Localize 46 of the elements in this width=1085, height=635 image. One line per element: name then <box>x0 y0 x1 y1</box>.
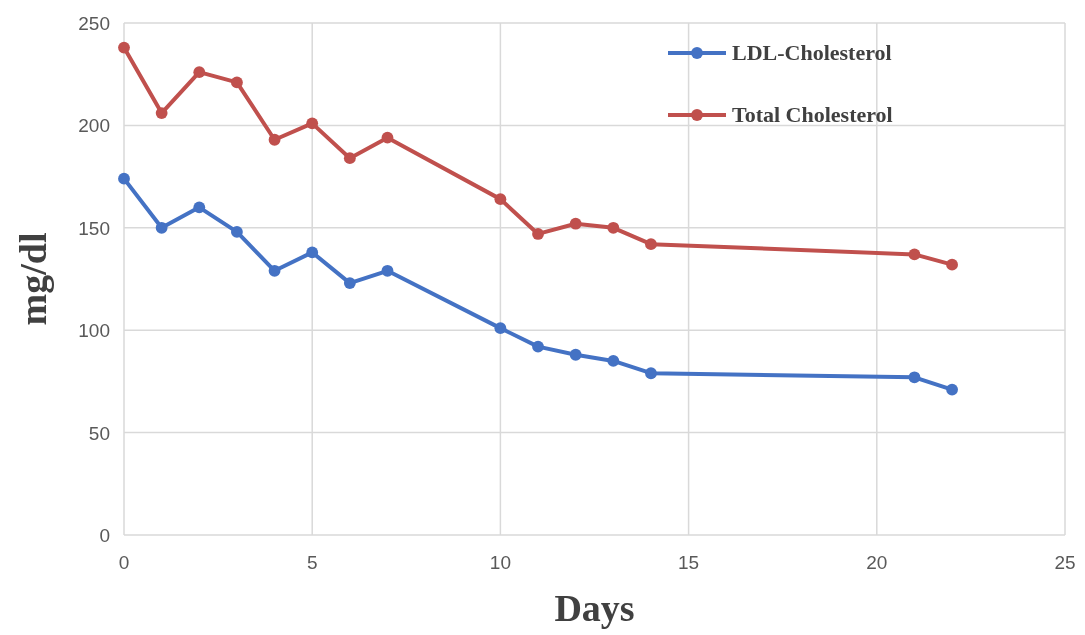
point <box>569 348 582 361</box>
y-tick-label: 250 <box>78 13 110 34</box>
legend-label: LDL-Cholesterol <box>732 40 892 65</box>
point <box>193 66 206 79</box>
point <box>155 221 168 234</box>
y-tick-label: 200 <box>78 115 110 137</box>
point <box>118 172 130 185</box>
point <box>343 277 356 289</box>
x-tick-label: 10 <box>489 552 511 573</box>
point <box>908 248 921 261</box>
x-tick-label: 5 <box>306 552 318 573</box>
x-tick-label: 20 <box>866 552 888 573</box>
point <box>645 367 657 380</box>
x-tick-label: 15 <box>678 552 700 573</box>
point <box>607 355 620 367</box>
point <box>343 152 356 165</box>
point <box>607 221 620 234</box>
point <box>381 264 394 277</box>
point <box>532 340 544 353</box>
point <box>494 322 507 335</box>
point <box>118 41 130 54</box>
point <box>268 133 281 146</box>
y-tick-label: 150 <box>78 217 110 239</box>
point <box>494 193 507 206</box>
point <box>306 117 319 130</box>
point <box>946 383 958 396</box>
point <box>946 258 958 271</box>
point <box>231 76 243 89</box>
x-tick-label: 0 <box>118 552 130 573</box>
point <box>569 217 582 230</box>
y-tick-label: 0 <box>99 525 110 546</box>
legend-label: Total Cholesterol <box>732 102 893 127</box>
y-tick-label: 50 <box>88 422 110 444</box>
point <box>268 264 281 277</box>
point <box>532 228 544 240</box>
y-tick-label: 100 <box>78 320 110 342</box>
point <box>645 238 657 251</box>
x-tick-label: 25 <box>1054 552 1076 573</box>
y-axis-title: mg/dl <box>12 232 54 326</box>
point <box>155 107 168 120</box>
point <box>231 225 243 238</box>
point <box>193 201 206 214</box>
point <box>306 246 319 259</box>
point <box>908 371 921 384</box>
x-axis-title: Days <box>554 587 635 629</box>
point <box>381 131 394 144</box>
